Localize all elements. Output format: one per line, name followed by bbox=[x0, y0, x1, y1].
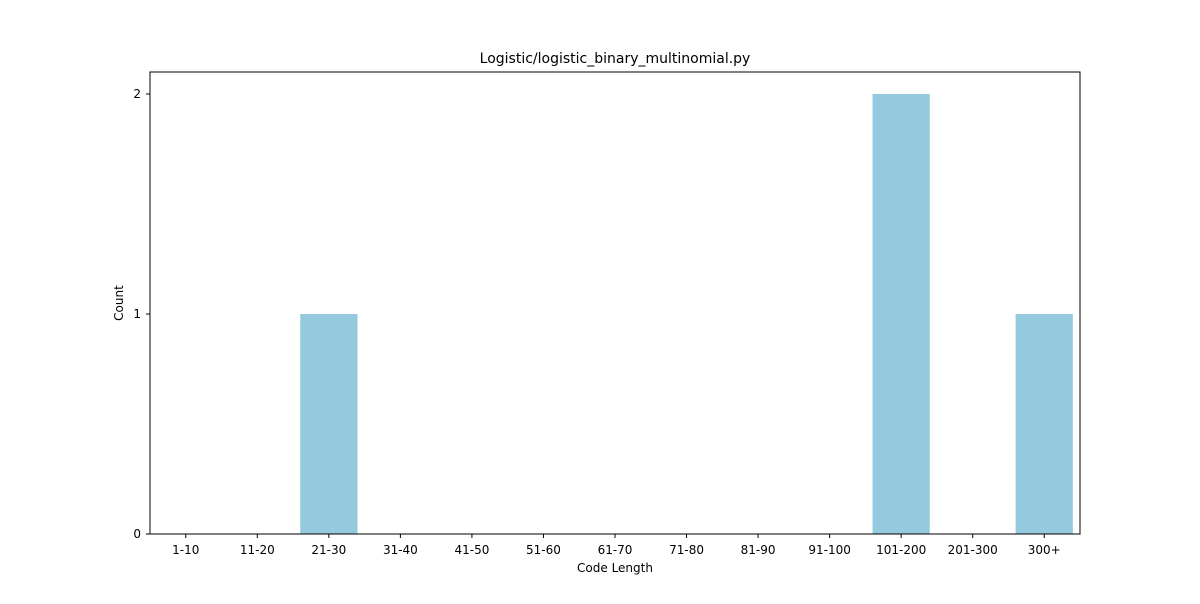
y-tick-label: 1 bbox=[133, 307, 141, 321]
chart-title: Logistic/logistic_binary_multinomial.py bbox=[480, 51, 751, 67]
x-tick-label: 61-70 bbox=[598, 543, 633, 557]
x-tick-label: 1-10 bbox=[172, 543, 199, 557]
x-tick-label: 21-30 bbox=[311, 543, 346, 557]
x-axis-label: Code Length bbox=[577, 561, 653, 575]
x-tick-label: 11-20 bbox=[240, 543, 275, 557]
y-ticks-layer: 0 1 2 bbox=[133, 87, 150, 541]
x-tick-label: 91-100 bbox=[808, 543, 851, 557]
bar-101-200 bbox=[872, 94, 930, 534]
x-tick-label: 71-80 bbox=[669, 543, 704, 557]
y-axis-label: Count bbox=[112, 285, 126, 321]
bar-21-30 bbox=[300, 314, 358, 534]
y-tick-label: 0 bbox=[133, 527, 141, 541]
bars-layer bbox=[300, 94, 1073, 534]
x-tick-label: 300+ bbox=[1028, 543, 1061, 557]
y-tick-label: 2 bbox=[133, 87, 141, 101]
plot-area-frame bbox=[149, 71, 1081, 535]
x-tick-label: 101-200 bbox=[876, 543, 926, 557]
x-tick-label: 81-90 bbox=[741, 543, 776, 557]
x-tick-label: 41-50 bbox=[454, 543, 489, 557]
bar-300+ bbox=[1015, 314, 1073, 534]
x-ticks-layer: 1-10 11-20 21-30 31-40 41-50 51-60 61-70 71-80 8… bbox=[172, 534, 1061, 557]
x-tick-label: 201-300 bbox=[948, 543, 998, 557]
x-tick-label: 51-60 bbox=[526, 543, 561, 557]
x-tick-label: 31-40 bbox=[383, 543, 418, 557]
